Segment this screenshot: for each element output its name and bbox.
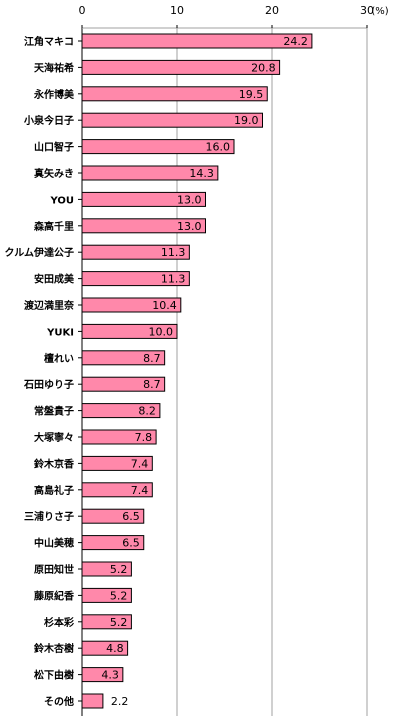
category-label: 永作博美 xyxy=(33,88,75,101)
category-label: 原田知世 xyxy=(34,563,74,576)
category-label: 真矢みき xyxy=(34,167,74,180)
category-label: その他 xyxy=(44,695,74,708)
data-label: 14.3 xyxy=(189,167,214,180)
category-label: 安田成美 xyxy=(34,273,75,286)
data-label: 8.2 xyxy=(138,405,156,418)
category-label: 松下由樹 xyxy=(34,669,74,682)
category-label: 鈴木杏樹 xyxy=(34,642,74,655)
data-label: 5.2 xyxy=(110,589,128,602)
bar xyxy=(81,693,104,709)
category-label: 江角マキコ xyxy=(24,35,74,48)
data-label: 11.3 xyxy=(161,246,186,259)
category-label: YUKI xyxy=(46,327,74,338)
data-label: 6.5 xyxy=(122,537,140,550)
x-tick-label: 0 xyxy=(79,4,86,17)
data-label: 6.5 xyxy=(122,510,140,523)
category-label: 三浦りさ子 xyxy=(24,510,74,523)
data-label: 19.5 xyxy=(239,88,264,101)
labels-layer: 江角マキコ 24.2 天海祐希 20.8 永作博美 19.5 小泉今日子 19.0 山口智子 16… xyxy=(5,35,308,708)
data-label: 2.2 xyxy=(111,695,128,708)
data-label: 7.8 xyxy=(135,431,153,444)
data-label: 24.2 xyxy=(283,35,308,48)
bars-layer xyxy=(81,33,313,709)
category-label: 常盤貴子 xyxy=(34,405,74,418)
bar xyxy=(81,33,313,49)
data-label: 7.4 xyxy=(131,457,149,470)
data-label: 16.0 xyxy=(206,141,231,154)
data-label: 13.0 xyxy=(177,220,202,233)
category-label: 高島礼子 xyxy=(34,484,74,497)
category-label: 藤原紀香 xyxy=(34,589,74,602)
category-label: 鈴木京香 xyxy=(34,457,74,470)
data-label: 11.3 xyxy=(161,273,186,286)
category-label: 石田ゆり子 xyxy=(23,379,74,391)
data-label: 7.4 xyxy=(131,484,149,497)
data-label: 10.0 xyxy=(149,325,174,338)
category-label: クルム伊達公子 xyxy=(5,246,75,259)
data-label: 4.8 xyxy=(106,642,124,655)
unit-label: (%) xyxy=(371,6,388,17)
x-tick-label: 10 xyxy=(170,4,184,17)
bar xyxy=(81,59,281,75)
data-label: 19.0 xyxy=(234,114,259,127)
data-label: 20.8 xyxy=(251,61,276,74)
category-label: 檀れい xyxy=(44,352,74,365)
category-label: 大塚寧々 xyxy=(34,431,74,444)
x-tick-label: 20 xyxy=(265,4,279,17)
data-label: 4.3 xyxy=(101,669,119,682)
category-label: YOU xyxy=(49,195,74,206)
x-tick-label: 30 xyxy=(360,4,374,17)
data-label: 8.7 xyxy=(143,378,161,391)
data-label: 13.0 xyxy=(177,193,202,206)
category-label: 小泉今日子 xyxy=(23,114,74,127)
category-label: 中山美穂 xyxy=(34,537,74,550)
data-label: 5.2 xyxy=(110,616,128,629)
category-label: 森高千里 xyxy=(33,220,74,233)
data-label: 5.2 xyxy=(110,563,128,576)
category-label: 渡辺満里奈 xyxy=(24,299,75,312)
data-label: 10.4 xyxy=(152,299,177,312)
data-label: 8.7 xyxy=(143,352,161,365)
category-label: 天海祐希 xyxy=(34,61,74,74)
category-label: 山口智子 xyxy=(34,141,74,154)
grid-layer xyxy=(176,28,368,716)
category-label: 杉本彩 xyxy=(44,616,74,629)
axis-layer: (%) 0 10 20 30 xyxy=(78,4,389,716)
